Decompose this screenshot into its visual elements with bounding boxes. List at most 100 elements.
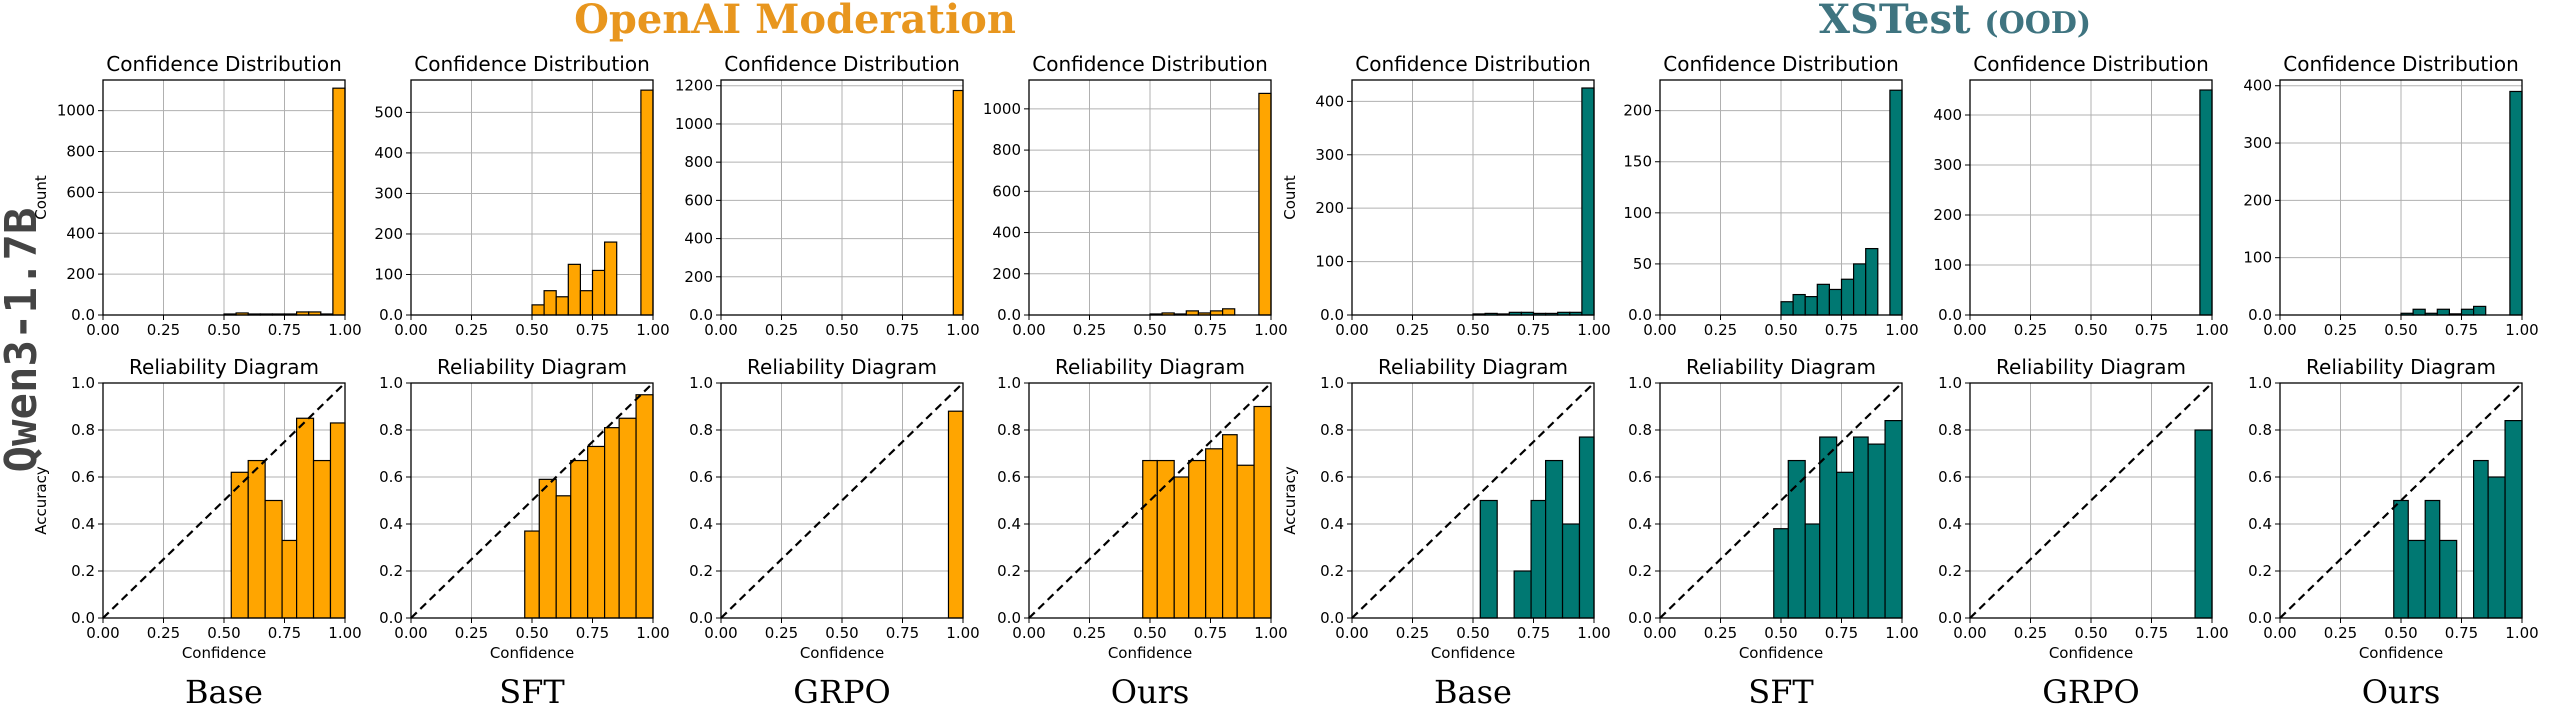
x-tick-label: 0.00 <box>704 321 737 339</box>
bar <box>2509 90 2523 316</box>
group-title-xstest: XSTest (OOD) <box>1819 0 2091 43</box>
y-tick-label: 0.4 <box>1320 515 1344 533</box>
bar <box>555 495 572 619</box>
y-tick-label: 1.0 <box>2248 374 2272 392</box>
y-tick-label: 300 <box>1933 156 1962 174</box>
x-axis-label: Confidence <box>2049 644 2133 662</box>
y-tick-label: 300 <box>1315 146 1344 164</box>
x-tick-label: 0.50 <box>1133 624 1166 642</box>
y-tick-label: 1000 <box>675 115 713 133</box>
y-tick-label: 400 <box>684 230 713 248</box>
x-tick-label: 0.00 <box>704 624 737 642</box>
panel-title: Confidence Distribution <box>106 52 342 76</box>
y-tick-label: 0.6 <box>997 468 1021 486</box>
bar <box>1852 263 1867 316</box>
bar <box>1773 528 1789 619</box>
bar <box>1819 436 1838 619</box>
y-tick-label: 1000 <box>57 102 95 120</box>
bar <box>1561 523 1581 619</box>
x-tick-label: 1.00 <box>2505 624 2538 642</box>
panel-confidence-7: 0.00 0.25 0.50 0.75 1.00 0.0 100 200 300 400 Confi… <box>1933 52 2228 339</box>
y-tick-label: 200 <box>1933 206 1962 224</box>
panel-title: Reliability Diagram <box>747 355 937 379</box>
panel-reliability-5: 0.00 0.25 0.50 0.75 1.00 0.0 0.2 0.4 0.6 0.8 1.0 Re… <box>1281 355 1611 662</box>
x-tick-label: 0.25 <box>1073 321 1106 339</box>
x-tick-label: 0.75 <box>1517 624 1550 642</box>
x-tick-label: 0.00 <box>1953 321 1986 339</box>
x-tick-label: 0.75 <box>1194 321 1227 339</box>
y-tick-label: 0.6 <box>689 468 713 486</box>
x-tick-label: 0.75 <box>576 624 609 642</box>
y-tick-label: 0.8 <box>379 421 403 439</box>
panel-title: Confidence Distribution <box>1663 52 1899 76</box>
bar <box>329 422 346 619</box>
panel-title: Confidence Distribution <box>1032 52 1268 76</box>
y-tick-label: 0.4 <box>689 515 713 533</box>
method-label-sft: SFT <box>499 673 565 711</box>
y-tick-label: 800 <box>992 141 1021 159</box>
x-tick-label: 0.75 <box>2445 321 2478 339</box>
y-tick-label: 600 <box>684 191 713 209</box>
y-tick-label: 0.2 <box>2248 562 2272 580</box>
y-tick-label: 0.6 <box>71 468 95 486</box>
x-tick-label: 0.25 <box>765 321 798 339</box>
bar <box>2436 308 2451 316</box>
x-tick-label: 1.00 <box>1254 624 1287 642</box>
bar <box>947 410 964 619</box>
x-tick-label: 0.50 <box>1764 624 1797 642</box>
x-tick-label: 0.50 <box>2074 321 2107 339</box>
bar <box>1142 459 1158 619</box>
bar <box>2393 499 2409 619</box>
x-tick-label: 1.00 <box>328 321 361 339</box>
method-label-ours: Ours <box>2362 673 2441 711</box>
x-tick-label: 0.00 <box>1335 321 1368 339</box>
x-tick-label: 0.75 <box>576 321 609 339</box>
y-tick-label: 0.2 <box>1628 562 1652 580</box>
x-tick-label: 0.25 <box>1396 624 1429 642</box>
y-tick-label: 1.0 <box>379 374 403 392</box>
panel-reliability-6: 0.00 0.25 0.50 0.75 1.00 0.0 0.2 0.4 0.6 0.8 1.0 Re… <box>1628 355 1919 662</box>
x-tick-label: 0.25 <box>147 321 180 339</box>
bar <box>2487 476 2506 619</box>
y-tick-label: 500 <box>374 103 403 121</box>
y-tick-label: 200 <box>684 268 713 286</box>
x-axis-label: Confidence <box>182 644 266 662</box>
perfect-calibration-line <box>720 382 964 619</box>
y-tick-label: 0.0 <box>71 609 95 627</box>
panel-reliability-7: 0.00 0.25 0.50 0.75 1.00 0.0 0.2 0.4 0.6 0.8 1.0 Re… <box>1938 355 2229 662</box>
y-tick-label: 200 <box>66 265 95 283</box>
x-tick-label: 0.50 <box>1764 321 1797 339</box>
y-tick-label: 200 <box>2243 191 2272 209</box>
bar <box>247 459 266 619</box>
bar <box>952 89 964 316</box>
perfect-calibration-line <box>1028 382 1272 619</box>
bar <box>531 304 545 316</box>
y-tick-label: 100 <box>1933 256 1962 274</box>
bar <box>2199 89 2213 316</box>
x-tick-label: 0.75 <box>1825 624 1858 642</box>
perfect-calibration-line <box>1351 382 1595 619</box>
x-tick-label: 0.75 <box>268 321 301 339</box>
y-tick-label: 0.2 <box>71 562 95 580</box>
x-tick-label: 1.00 <box>1885 321 1918 339</box>
panel-reliability-1: 0.00 0.25 0.50 0.75 1.00 0.0 0.2 0.4 0.6 0.8 1.0 Re… <box>32 355 362 662</box>
x-tick-label: 0.50 <box>2074 624 2107 642</box>
panel-reliability-3: 0.00 0.25 0.50 0.75 1.00 0.0 0.2 0.4 0.6 0.8 1.0 Re… <box>689 355 980 662</box>
x-tick-label: 0.25 <box>455 321 488 339</box>
method-label-base: Base <box>185 673 263 711</box>
bar <box>2439 539 2458 619</box>
panel-title: Confidence Distribution <box>414 52 650 76</box>
bar <box>2504 420 2523 619</box>
x-axis-label: Confidence <box>490 644 574 662</box>
x-tick-label: 0.50 <box>2384 321 2417 339</box>
x-tick-label: 1.00 <box>2195 321 2228 339</box>
bar <box>591 269 606 316</box>
bar <box>1173 476 1190 619</box>
y-tick-label: 400 <box>2243 77 2272 95</box>
x-tick-label: 1.00 <box>946 624 979 642</box>
bar <box>2412 308 2426 316</box>
x-tick-label: 0.00 <box>394 321 427 339</box>
y-tick-label: 0.0 <box>1320 306 1344 324</box>
bar <box>1544 459 1564 619</box>
x-tick-label: 0.00 <box>1335 624 1368 642</box>
